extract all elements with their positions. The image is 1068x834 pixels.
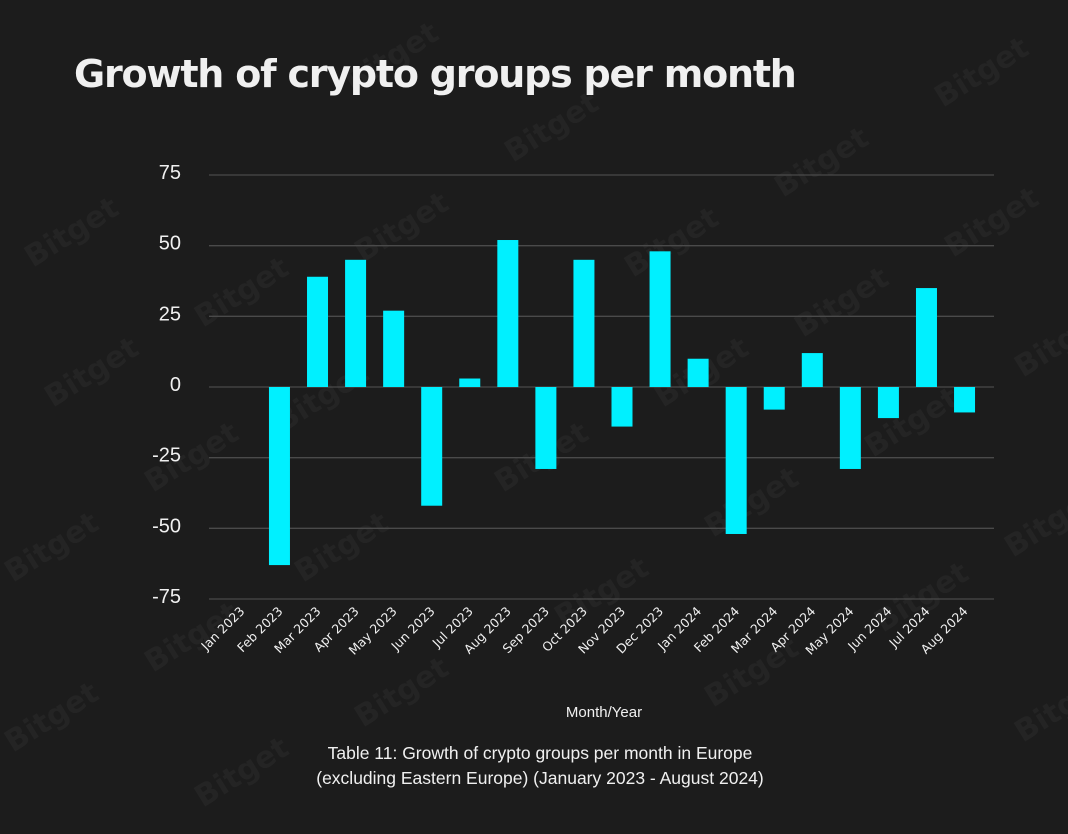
bar <box>268 387 290 566</box>
bar <box>725 387 747 534</box>
bar <box>649 251 671 387</box>
caption-line-2: (excluding Eastern Europe) (January 2023… <box>316 768 764 788</box>
bar <box>535 387 557 469</box>
bar <box>839 387 861 469</box>
y-tick-label: 25 <box>159 303 181 325</box>
bar <box>954 387 976 413</box>
bar <box>459 378 481 387</box>
bar <box>915 288 937 387</box>
bar <box>345 259 367 387</box>
y-tick-label: 75 <box>159 162 181 184</box>
figure-caption: Table 11: Growth of crypto groups per mo… <box>0 741 1068 791</box>
gridlines <box>209 174 994 600</box>
bar <box>801 353 823 387</box>
bar <box>687 358 709 387</box>
y-tick-label: -50 <box>152 515 181 537</box>
bar <box>573 259 595 387</box>
bars <box>268 240 976 566</box>
bar <box>877 387 899 419</box>
y-tick-label: -25 <box>152 445 181 467</box>
bar <box>307 276 329 387</box>
caption-line-1: Table 11: Growth of crypto groups per mo… <box>327 743 753 763</box>
bar <box>383 310 405 387</box>
x-axis-label: Month/Year <box>565 704 643 721</box>
chart-title: Growth of crypto groups per month <box>74 52 797 96</box>
bar <box>763 387 785 410</box>
y-tick-label: 0 <box>170 374 181 396</box>
y-axis-ticks: 75 50 25 0 -25 -50 -75 <box>152 162 181 608</box>
y-tick-label: 50 <box>159 233 181 255</box>
bar <box>421 387 443 506</box>
y-tick-label: -75 <box>152 586 181 608</box>
bar <box>497 240 519 387</box>
bar <box>611 387 633 427</box>
